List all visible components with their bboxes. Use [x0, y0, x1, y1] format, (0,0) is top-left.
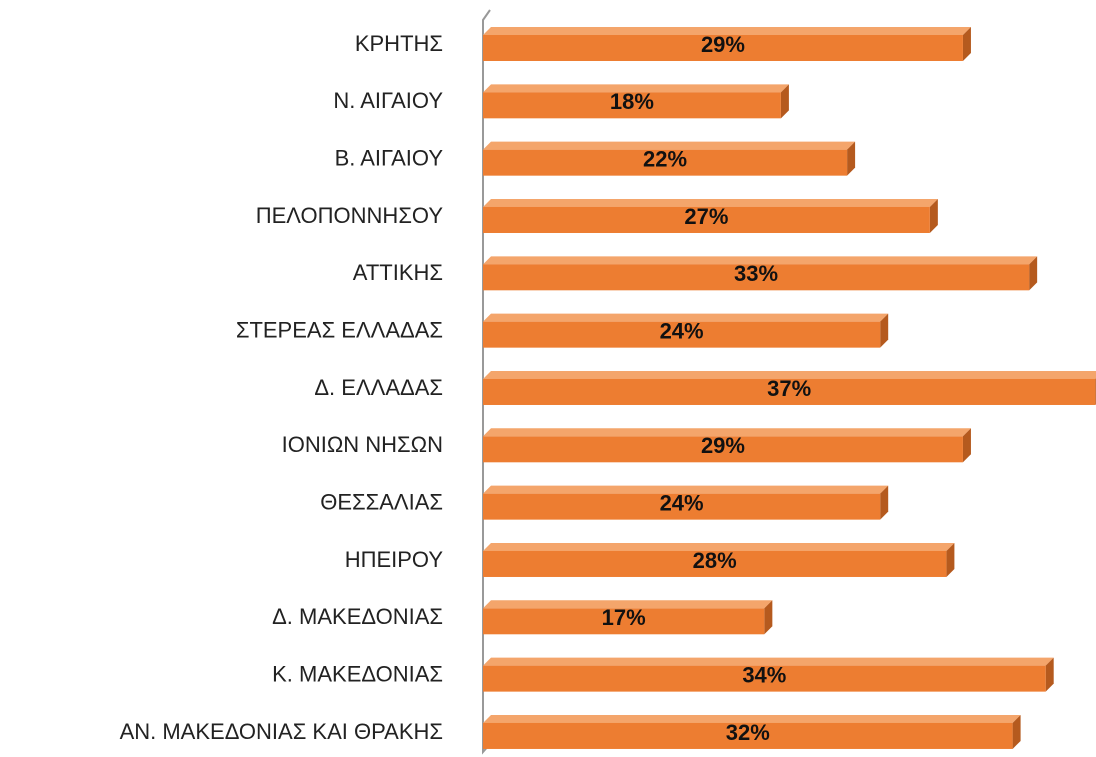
bar: [483, 35, 963, 61]
data-label: 28%: [693, 548, 737, 573]
bar-side: [962, 428, 971, 463]
bar: [483, 378, 1096, 405]
bar: [483, 608, 765, 635]
bar: [483, 493, 881, 520]
bar-side: [880, 485, 889, 520]
category-label: ΠΕΛΟΠΟΝΝΗΣΟΥ: [256, 203, 444, 228]
bar: [483, 92, 781, 119]
bar-side: [1029, 256, 1038, 291]
bar-side: [880, 313, 889, 348]
bar: [483, 550, 947, 577]
data-label: 32%: [726, 720, 770, 745]
category-label: ΘΕΣΣΑΛΙΑΣ: [320, 489, 443, 514]
bar-side: [780, 84, 789, 119]
data-label: 24%: [660, 490, 704, 515]
bar-side: [847, 141, 856, 176]
bar-top: [483, 256, 1038, 265]
data-label: 33%: [734, 261, 778, 286]
bar: [483, 264, 1030, 291]
bar: [483, 665, 1046, 692]
category-label: Β. ΑΙΓΑΙΟΥ: [335, 145, 444, 170]
bar-top: [483, 428, 971, 437]
data-label: 17%: [602, 605, 646, 630]
category-label: Δ. ΕΛΛΑΔΑΣ: [314, 375, 443, 400]
category-label: ΚΡΗΤΗΣ: [355, 31, 443, 56]
bar-side: [962, 27, 971, 61]
category-label: Δ. ΜΑΚΕΔΟΝΙΑΣ: [272, 604, 443, 629]
bar-top: [483, 657, 1054, 666]
bar: [483, 722, 1013, 749]
bar: [483, 436, 963, 463]
bar-top: [483, 600, 773, 609]
category-label: ΑΝ. ΜΑΚΕΔΟΝΙΑΣ ΚΑΙ ΘΡΑΚΗΣ: [120, 719, 443, 744]
category-label: ΙΟΝΙΩΝ ΝΗΣΩΝ: [282, 432, 443, 457]
data-label: 34%: [742, 662, 786, 687]
bar-side: [946, 542, 955, 577]
bar-side: [929, 198, 938, 233]
data-label: 22%: [643, 146, 687, 171]
data-label: 24%: [660, 318, 704, 343]
category-label: ΣΤΕΡΕΑΣ ΕΛΛΑΔΑΣ: [236, 317, 443, 342]
bar-top: [483, 485, 889, 494]
data-label: 27%: [684, 204, 728, 229]
data-label: 18%: [610, 89, 654, 114]
bar-side: [1012, 714, 1021, 749]
category-label: ΗΠΕΙΡΟΥ: [345, 547, 444, 572]
bar-top: [483, 84, 789, 93]
category-label: Κ. ΜΑΚΕΔΟΝΙΑΣ: [272, 661, 443, 686]
bar-top: [483, 542, 955, 551]
bar-top: [483, 313, 889, 322]
data-label: 29%: [701, 32, 745, 57]
bar-top: [483, 27, 971, 35]
data-label: 29%: [701, 433, 745, 458]
bar-top: [483, 714, 1021, 723]
category-label: ΑΤΤΙΚΗΣ: [353, 260, 443, 285]
bar-side: [1045, 657, 1054, 692]
bar-side: [764, 600, 773, 635]
data-label: 37%: [767, 376, 811, 401]
category-label: Ν. ΑΙΓΑΙΟΥ: [333, 88, 443, 113]
bar-top: [483, 370, 1096, 379]
bar-top: [483, 198, 938, 207]
bar: [483, 206, 930, 233]
bar-top: [483, 141, 856, 150]
bar: [483, 321, 881, 348]
bar: [483, 149, 848, 176]
